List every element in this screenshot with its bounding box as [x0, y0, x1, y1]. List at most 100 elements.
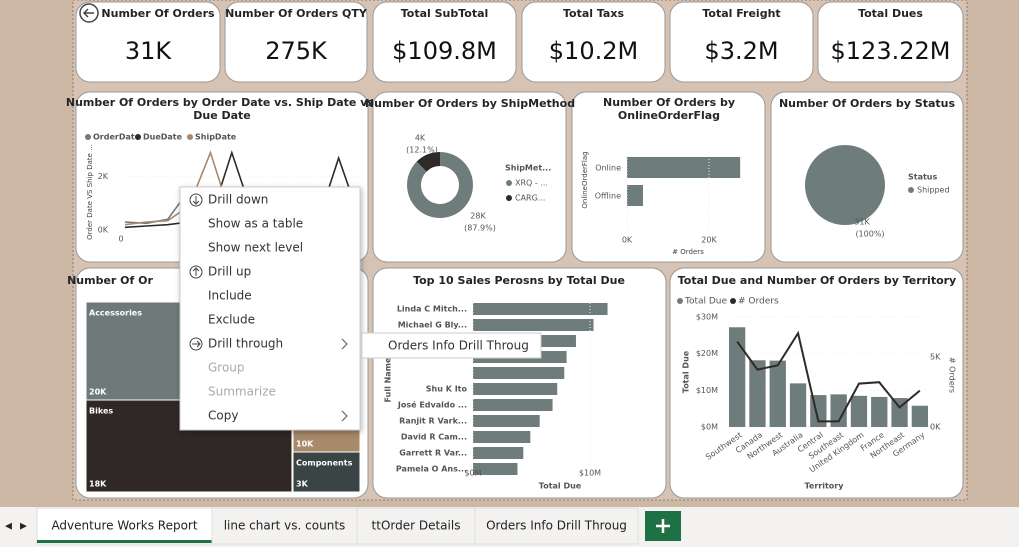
x-axis-title: Total Due	[539, 482, 582, 491]
tab-label: line chart vs. counts	[224, 519, 346, 533]
bar	[830, 394, 847, 427]
menu-item[interactable]: Copy	[208, 409, 238, 423]
x-tick-label: $0M	[464, 469, 481, 478]
y-tick-label: $30M	[696, 313, 718, 322]
tabs: Adventure Works Report line chart vs. cou…	[36, 507, 681, 545]
x-tick-label: $10M	[579, 469, 601, 478]
chart-title: Number Of Or	[67, 274, 153, 287]
legend-label: OrderDate	[93, 133, 141, 142]
submenu-box	[361, 332, 542, 359]
menu-item[interactable]: Exclude	[208, 313, 255, 327]
x-tick-label: 20K	[701, 236, 717, 245]
kpi-title: Number Of Orders QTY	[225, 7, 368, 20]
bar	[911, 405, 928, 427]
bar	[850, 395, 868, 427]
menu-item[interactable]: Drill through	[208, 337, 283, 351]
y-axis-title: Order Date VS Ship Date ...	[86, 144, 94, 240]
y-tick-label: Online	[595, 164, 621, 173]
legend-dot	[908, 187, 914, 193]
y-tick-label: David R Cam...	[401, 433, 467, 442]
card	[669, 267, 964, 499]
bar	[789, 383, 807, 427]
chart-title: Number Of Orders by ShipMethod	[365, 97, 575, 110]
bar	[473, 383, 558, 395]
drill-down-icon	[189, 193, 203, 207]
cell-label: Components	[296, 459, 353, 468]
submenu-item[interactable]: Orders Info Drill Throug	[388, 339, 529, 353]
y-tick-label: 0K	[98, 226, 109, 235]
chart-title: Due Date	[193, 109, 251, 122]
menu-item[interactable]: Include	[208, 289, 252, 303]
tab[interactable]	[36, 507, 213, 545]
legend-dot	[135, 134, 141, 140]
bar	[749, 360, 766, 427]
bar	[729, 327, 746, 427]
context-menu: Drill down Show as a table Show next level…	[179, 186, 542, 431]
y-tick-label: José Edvaldo ...	[397, 400, 467, 410]
tab[interactable]	[474, 507, 639, 545]
legend-dot	[730, 298, 736, 304]
chart-title: OnlineOrderFlag	[618, 109, 720, 122]
donut-slice	[406, 152, 473, 218]
scroll-left[interactable]: ◀	[5, 522, 12, 532]
bar	[473, 415, 540, 427]
y-tick-label: Pamela O Ans...	[396, 465, 467, 474]
donut-slice	[416, 152, 440, 172]
y2-tick-label: 0K	[930, 423, 941, 432]
legend-title: Status	[908, 173, 938, 182]
chart-title: Number Of Orders by Status	[779, 97, 956, 110]
treemap-cell	[292, 451, 361, 493]
bar	[473, 367, 565, 379]
cell-value: 10K	[296, 440, 314, 449]
back-arrow	[82, 8, 94, 18]
tab[interactable]	[356, 507, 476, 545]
chart-title: Total Due and Number Of Orders by Territ…	[678, 274, 956, 287]
chart-title: Top 10 Sales Perosns by Total Due	[413, 274, 625, 287]
y-tick-label: 2K	[98, 172, 109, 181]
kpi-value: 31K	[125, 37, 173, 65]
y2-axis-title: # Orders	[948, 357, 957, 393]
drill-through-icon	[189, 337, 203, 351]
legend-dot	[506, 180, 512, 186]
x-axis-title: # Orders	[672, 248, 704, 256]
kpi-title: Total Taxs	[563, 7, 624, 20]
kpi-value: 275K	[265, 37, 328, 65]
chart-title: Number Of Orders by Order Date vs. Ship …	[66, 96, 378, 109]
bar	[473, 431, 531, 443]
legend-label: ShipDate	[195, 133, 237, 142]
y-axis-title: OnlineOrderFlag	[581, 151, 589, 208]
menu-item[interactable]: Show next level	[208, 241, 303, 255]
menu-item: Summarize	[208, 385, 276, 399]
scroll-right[interactable]: ▶	[20, 522, 27, 532]
data-label: 4K	[415, 134, 426, 143]
y-axis-title: Total Due	[682, 350, 691, 393]
kpi-title: Total Dues	[858, 7, 923, 20]
y-tick-label: Ranjit R Vark...	[399, 417, 467, 426]
menu-item[interactable]: Drill up	[208, 265, 251, 279]
drill-up-icon	[192, 267, 200, 276]
menu-item[interactable]: Drill down	[208, 193, 268, 207]
bar	[769, 360, 786, 427]
card	[817, 1, 964, 83]
legend-label: # Orders	[738, 297, 779, 307]
y-axis-title: Full Name	[384, 357, 393, 402]
cell-value: 18K	[89, 480, 107, 489]
data-label: (12.1%)	[406, 146, 438, 155]
x-tick-label: 0	[118, 235, 123, 244]
line	[736, 330, 921, 423]
card	[75, 1, 221, 83]
data-label: 28K	[470, 212, 486, 221]
kpi-title: Total SubTotal	[401, 7, 489, 20]
bar	[473, 399, 553, 411]
tab[interactable]	[211, 507, 358, 545]
bar	[473, 447, 524, 459]
legend-label: XRQ - ...	[515, 179, 548, 188]
y-tick-label: Linda C Mitch...	[397, 305, 467, 314]
cell-value: 20K	[89, 388, 107, 397]
y-tick-label: $0M	[701, 423, 718, 432]
y-tick-label: Shu K Ito	[426, 385, 468, 394]
legend-label: Shipped	[917, 186, 950, 195]
menu-item[interactable]: Show as a table	[208, 217, 303, 231]
